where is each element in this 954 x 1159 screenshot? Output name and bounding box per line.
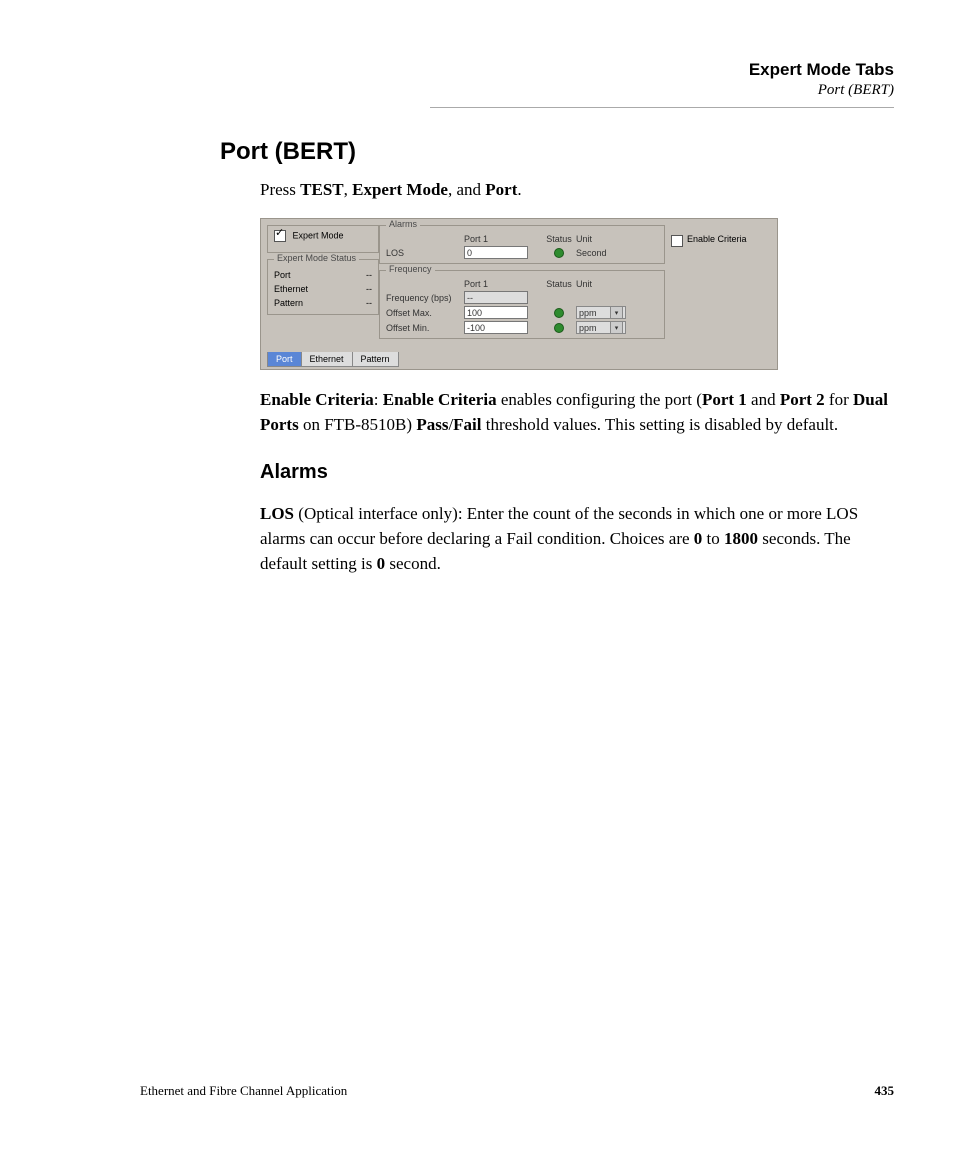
alarms-row: LOS 0 Second (386, 244, 658, 259)
frequency-box: Frequency Port 1 Status Unit Frequency (… (379, 270, 665, 339)
page-header: Expert Mode Tabs Port (BERT) (140, 60, 894, 99)
intro-b1: TEST (300, 180, 343, 199)
offset-max-unit-select[interactable]: ppm ▾ (576, 306, 626, 319)
alarms-box-title: Alarms (386, 219, 420, 229)
enable-criteria-checkbox[interactable] (671, 235, 683, 247)
tab-ethernet[interactable]: Ethernet (301, 352, 353, 367)
offset-max-input[interactable]: 100 (464, 306, 528, 319)
status-value: -- (366, 284, 372, 294)
col-unit: Unit (576, 234, 646, 244)
enable-criteria-paragraph: Enable Criteria: Enable Criteria enables… (260, 388, 894, 437)
los-input[interactable]: 0 (464, 246, 528, 259)
p1-t4: for (825, 390, 853, 409)
col-status: Status (542, 279, 576, 289)
p1-b6: Pass (416, 415, 448, 434)
status-row: Port -- (274, 268, 372, 282)
footer-page-number: 435 (875, 1083, 895, 1099)
status-row: Pattern -- (274, 296, 372, 310)
alarms-paragraph: LOS (Optical interface only): Enter the … (260, 502, 894, 576)
enable-criteria-label: Enable Criteria (687, 235, 747, 245)
tab-pattern[interactable]: Pattern (352, 352, 399, 367)
alarms-box: Alarms Port 1 Status Unit LOS 0 Second (379, 225, 665, 264)
section-title: Port (BERT) (220, 138, 894, 166)
tab-bar: Port Ethernet Pattern (267, 352, 398, 367)
intro-b2: Expert Mode (352, 180, 448, 199)
ui-panel: Expert Mode Expert Mode Status Port -- E… (260, 218, 778, 370)
enable-criteria-row: Enable Criteria (671, 235, 771, 247)
p2-b1: LOS (260, 504, 294, 523)
tab-port[interactable]: Port (267, 352, 302, 367)
p2-t2: to (702, 529, 724, 548)
expert-mode-box: Expert Mode (267, 225, 379, 253)
status-led-icon (554, 308, 564, 318)
status-value: -- (366, 298, 372, 308)
p2-b4: 0 (377, 554, 386, 573)
col-port: Port 1 (464, 234, 542, 244)
frequency-box-title: Frequency (386, 264, 435, 274)
p1-b7: Fail (453, 415, 481, 434)
intro-t2: , (344, 180, 353, 199)
p1-t5: on FTB-8510B) (299, 415, 417, 434)
freq-row: Offset Max. 100 ppm ▾ (386, 304, 658, 319)
alarms-heading: Alarms (260, 461, 894, 484)
los-label: LOS (386, 248, 464, 258)
offset-min-label: Offset Min. (386, 323, 464, 333)
intro-text: Press TEST, Expert Mode, and Port. (260, 180, 894, 200)
intro-t1: Press (260, 180, 300, 199)
expert-mode-checkbox[interactable] (274, 230, 286, 242)
status-led-icon (554, 248, 564, 258)
col-port: Port 1 (464, 279, 542, 289)
unit-text: ppm (579, 308, 597, 318)
header-subtitle: Port (BERT) (140, 82, 894, 99)
p1-t3: and (747, 390, 780, 409)
footer-left: Ethernet and Fibre Channel Application (140, 1083, 347, 1099)
p1-t7: threshold values. This setting is disabl… (482, 415, 839, 434)
col-status: Status (542, 234, 576, 244)
status-box-title: Expert Mode Status (274, 253, 359, 263)
p1-t2: enables configuring the port ( (497, 390, 702, 409)
freq-row: Frequency (bps) -- (386, 289, 658, 304)
freq-header: Port 1 Status Unit (386, 279, 658, 289)
p1-b3: Port 1 (702, 390, 747, 409)
offset-max-label: Offset Max. (386, 308, 464, 318)
intro-t3: , and (448, 180, 485, 199)
p2-t4: second. (385, 554, 441, 573)
p1-b2: Enable Criteria (383, 390, 497, 409)
status-value: -- (366, 270, 372, 280)
status-label: Port (274, 270, 291, 280)
status-label: Ethernet (274, 284, 308, 294)
offset-min-unit-select[interactable]: ppm ▾ (576, 321, 626, 334)
intro-b3: Port (485, 180, 517, 199)
unit-text: ppm (579, 323, 597, 333)
alarms-header: Port 1 Status Unit (386, 234, 658, 244)
col-unit: Unit (576, 279, 646, 289)
p1-t1: : (374, 390, 383, 409)
chevron-down-icon: ▾ (610, 306, 623, 319)
chevron-down-icon: ▾ (610, 321, 623, 334)
status-label: Pattern (274, 298, 303, 308)
status-row: Ethernet -- (274, 282, 372, 296)
offset-min-input[interactable]: -100 (464, 321, 528, 334)
p1-b1: Enable Criteria (260, 390, 374, 409)
header-title: Expert Mode Tabs (140, 60, 894, 80)
p2-b3: 1800 (724, 529, 758, 548)
freq-label: Frequency (bps) (386, 293, 464, 303)
p1-b4: Port 2 (780, 390, 825, 409)
los-unit: Second (576, 248, 646, 258)
intro-t4: . (517, 180, 521, 199)
expert-mode-label: Expert Mode (293, 230, 344, 240)
status-box: Expert Mode Status Port -- Ethernet -- P… (267, 259, 379, 315)
page-footer: Ethernet and Fibre Channel Application 4… (140, 1083, 894, 1099)
freq-row: Offset Min. -100 ppm ▾ (386, 319, 658, 334)
freq-input: -- (464, 291, 528, 304)
status-led-icon (554, 323, 564, 333)
header-rule (430, 107, 894, 108)
